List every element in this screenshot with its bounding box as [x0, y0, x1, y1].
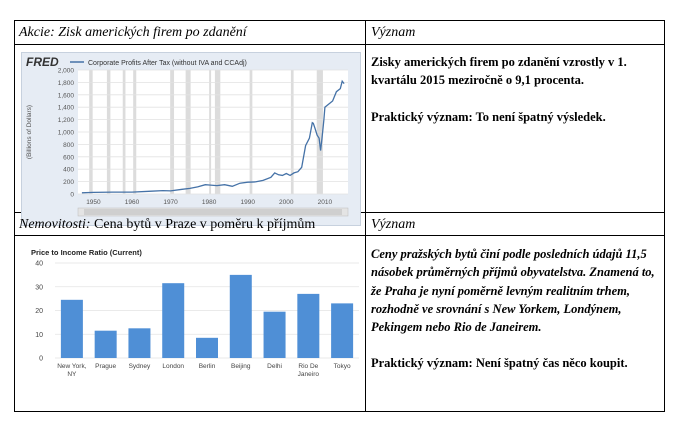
y-tick-label: 2,000 — [58, 68, 75, 75]
y-tick-label: 0 — [39, 356, 43, 363]
y-tick-label: 40 — [35, 261, 43, 268]
price-to-income-chart: Price to Income Ratio (Current) 0 10 20 30 40… — [21, 244, 361, 407]
x-tick-label: Tokyo — [334, 363, 351, 370]
price-to-income-chart-svg: Price to Income Ratio (Current) 0 10 20 30 40… — [31, 248, 359, 378]
y-tick-label: 30 — [35, 284, 43, 291]
x-tick-label: Sydney — [129, 363, 151, 370]
y-axis-label: (Billions of Dollars) — [26, 105, 33, 159]
row1-header-left: Akcie: Zisk amerických firem po zdanění — [19, 25, 247, 40]
bar-1 — [94, 330, 117, 358]
content-table: Akcie: Zisk amerických firem po zdanění … — [14, 20, 665, 412]
row1-meaning-text: Zisky amerických firem po zdanění vzrost… — [371, 55, 627, 88]
row1-header-right: Význam — [371, 25, 416, 40]
bar-7 — [297, 293, 320, 358]
x-tick-label: New York, — [57, 363, 86, 370]
y-tick-label: 1,400 — [58, 105, 75, 112]
y-tick-label: 1,200 — [58, 117, 75, 124]
x-tick-label: 2010 — [318, 199, 333, 206]
row2-practical-text: Praktický význam: Není špatný čas něco k… — [371, 356, 628, 371]
row2-meaning: Ceny pražských bytů činí podle posledníc… — [371, 245, 663, 373]
column-divider — [365, 21, 366, 411]
x-tick-label: Rio De — [298, 363, 318, 370]
x-tick-label: NY — [67, 371, 77, 378]
x-tick-label: London — [162, 363, 184, 370]
row1-practical-text: Praktický význam: To není špatný výslede… — [371, 109, 606, 124]
bar-6 — [263, 311, 286, 358]
y-tick-label: 10 — [35, 332, 43, 339]
x-tick-label: Beijing — [231, 363, 251, 370]
x-tick-label: Prague — [95, 363, 116, 370]
bar-0 — [60, 299, 83, 358]
y-tick-label: 1,800 — [58, 80, 75, 87]
x-tick-label: 1950 — [86, 199, 101, 206]
y-tick-label: 20 — [35, 308, 43, 315]
chart-title: Price to Income Ratio (Current) — [31, 248, 142, 257]
row2-meaning-text: Ceny pražských bytů činí podle posledníc… — [371, 247, 655, 335]
x-tick-label: 1960 — [125, 199, 140, 206]
bar-8 — [331, 303, 354, 358]
legend-label: Corporate Profits After Tax (without IVA… — [88, 60, 247, 67]
fred-chart-svg: FRED Corporate Profits After Tax (without… — [26, 55, 349, 217]
x-tick-label: Berlin — [199, 363, 216, 370]
y-tick-label: 1,000 — [58, 130, 75, 137]
y-tick-label: 1,600 — [58, 92, 75, 99]
y-tick-label: 0 — [70, 192, 74, 199]
bar-2 — [128, 328, 151, 358]
bar-3 — [162, 283, 185, 358]
x-tick-label: Delhi — [267, 363, 282, 370]
profit-line — [81, 79, 345, 194]
range-scrollbar-thumb — [84, 209, 342, 215]
row2-header-left: Nemovitosti: Cena bytů v Praze v poměru … — [19, 217, 316, 232]
fred-chart: FRED Corporate Profits After Tax (without… — [21, 52, 361, 226]
bar-5 — [229, 274, 252, 358]
x-tick-label: 1990 — [240, 199, 255, 206]
fred-logo: FRED — [26, 55, 59, 69]
row-divider — [15, 44, 664, 45]
y-tick-label: 200 — [63, 179, 74, 186]
y-tick-label: 800 — [63, 142, 74, 149]
row2-header-right: Význam — [371, 217, 416, 232]
y-tick-label: 600 — [63, 154, 74, 161]
x-tick-label: 1970 — [163, 199, 178, 206]
row-divider — [15, 235, 664, 236]
x-tick-label: Janeiro — [298, 371, 320, 378]
x-tick-label: 2000 — [279, 199, 294, 206]
row1-meaning: Zisky amerických firem po zdanění vzrost… — [371, 53, 661, 126]
y-tick-label: 400 — [63, 167, 74, 174]
bar-4 — [196, 337, 218, 358]
x-tick-label: 1980 — [202, 199, 217, 206]
